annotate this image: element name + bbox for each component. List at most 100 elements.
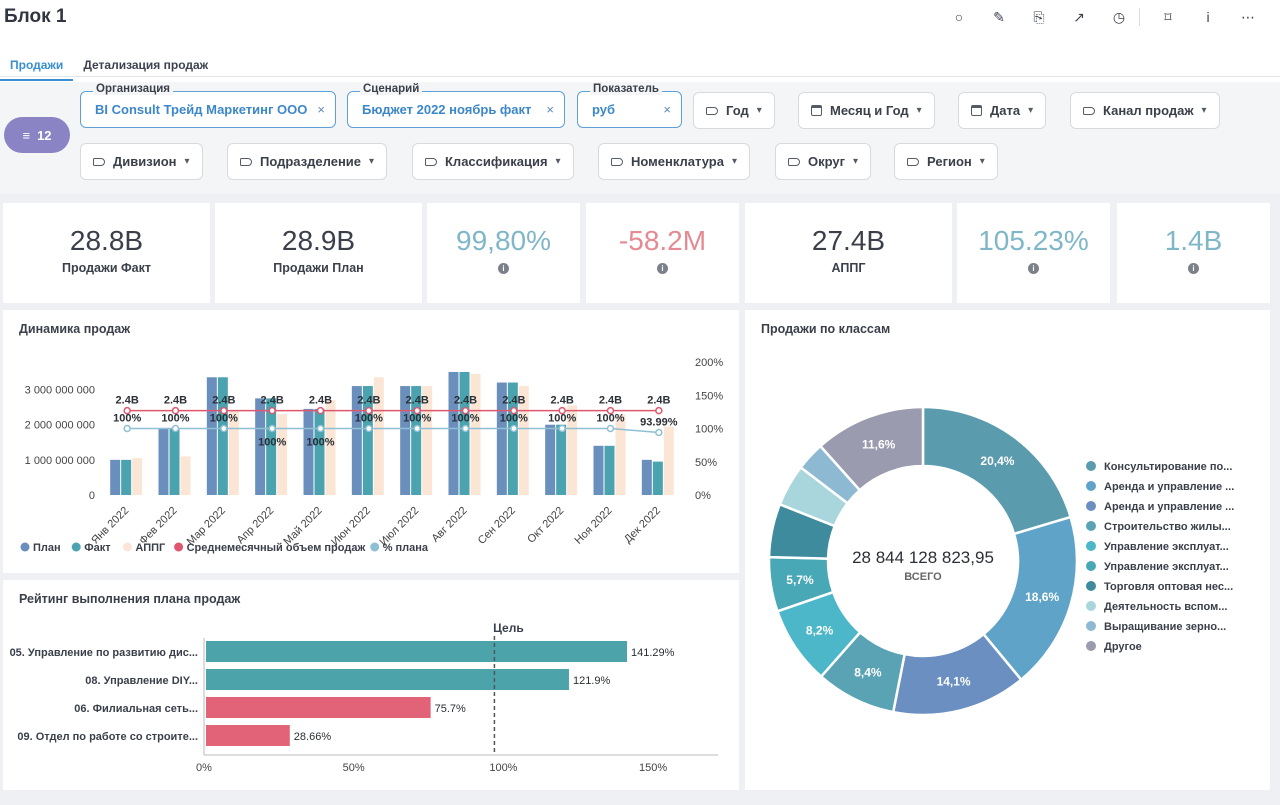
info-icon[interactable]: i — [657, 263, 668, 274]
filter-chip-year[interactable]: Год ▾ — [693, 92, 775, 129]
tag-icon — [907, 157, 919, 166]
filter-indicator[interactable]: Показатель руб × — [577, 83, 682, 128]
data-label: 2.4B — [116, 395, 139, 407]
bar-2 — [470, 373, 481, 495]
line-point — [413, 424, 421, 433]
x-tick-label: Дек 2022 — [622, 505, 663, 546]
filter-chip-division[interactable]: Дивизион ▾ — [80, 143, 203, 180]
bar-category-label: 05. Управление по развитию дис... — [10, 647, 198, 659]
bar-0 — [496, 382, 507, 495]
kpi-value: -58.2M — [618, 225, 707, 256]
bookmark-icon[interactable]: ⌑ — [1164, 8, 1172, 25]
filter-chip-month-year[interactable]: Месяц и Год ▾ — [798, 92, 935, 129]
bar-0 — [351, 386, 362, 495]
info-icon[interactable]: i — [498, 263, 509, 274]
info-icon[interactable]: i — [1206, 9, 1210, 25]
bar-2 — [373, 377, 384, 495]
filter-chip-date[interactable]: Дата ▾ — [958, 92, 1047, 129]
bar-category-label: 09. Отдел по работе со строите... — [17, 731, 198, 743]
bar-0 — [641, 459, 652, 495]
data-label: 93.99% — [640, 416, 678, 428]
chevron-down-icon: ▾ — [916, 105, 922, 116]
line-point — [268, 424, 276, 433]
inbox-icon[interactable]: ⎘ — [1033, 8, 1045, 25]
filter-count-button[interactable]: ≡ 12 — [4, 117, 70, 153]
filter-chip-classification[interactable]: Классификация ▾ — [412, 143, 574, 180]
filter-label: Сценарий — [360, 83, 423, 95]
filter-value: BI Consult Трейд Маркетинг ООО — [95, 102, 308, 117]
bar-2 — [132, 458, 143, 495]
kpi-appg-delta: 1.4B i — [1117, 203, 1270, 303]
bar-2 — [615, 414, 626, 495]
line-point — [510, 406, 518, 415]
info-icon[interactable]: i — [1188, 263, 1199, 274]
share-icon[interactable]: ↗ — [1073, 8, 1085, 25]
filter-chip-nomenclature[interactable]: Номенклатура ▾ — [598, 143, 750, 180]
line-point — [558, 406, 566, 415]
info-icon[interactable]: i — [1028, 263, 1039, 274]
legend-marker — [1086, 521, 1096, 531]
y2-tick-label: 0% — [695, 490, 711, 502]
clear-icon[interactable]: × — [546, 102, 554, 117]
line-point — [606, 406, 615, 415]
chevron-down-icon: ▾ — [184, 156, 190, 167]
target-label: Цель — [493, 621, 524, 635]
legend-marker — [174, 542, 184, 552]
edit-icon[interactable]: ✎ — [993, 8, 1005, 25]
chevron-down-icon: ▾ — [979, 156, 985, 167]
filter-scenario[interactable]: Сценарий Бюджет 2022 ноябрь факт × — [347, 83, 565, 128]
data-label: 2.4B — [212, 395, 235, 407]
bar-1 — [362, 386, 373, 495]
donut-total-label: ВСЕГО — [904, 571, 942, 583]
chip-label: Подразделение — [260, 154, 362, 169]
x-tick-label: Апр 2022 — [235, 505, 277, 547]
page-title: Блок 1 — [4, 6, 67, 27]
chip-label: Номенклатура — [631, 154, 724, 169]
data-label: 100% — [306, 437, 334, 449]
bar-2 — [228, 410, 239, 495]
filter-chip-subdivision[interactable]: Подразделение ▾ — [227, 143, 388, 180]
filter-organization[interactable]: Организация BI Consult Трейд Маркетинг О… — [80, 83, 336, 128]
x-tick-label: Сен 2022 — [476, 505, 518, 547]
line-point — [123, 424, 131, 433]
clear-icon[interactable]: × — [663, 102, 671, 117]
chip-label: Дата — [990, 103, 1021, 118]
sales-by-class-panel: Продажи по классам 20,4% 18,6% 14,1% 8,4% 8,… — [745, 310, 1270, 790]
tab-sales[interactable]: Продажи — [0, 54, 74, 81]
filter-chip-sales-channel[interactable]: Канал продаж ▾ — [1070, 92, 1220, 129]
filter-chip-district[interactable]: Округ ▾ — [775, 143, 872, 180]
line-point — [558, 424, 566, 433]
line-point — [510, 424, 518, 433]
circle-icon[interactable]: ○ — [954, 9, 964, 25]
legend-marker — [1086, 501, 1096, 511]
bar-0 — [158, 428, 169, 495]
data-label: 100% — [113, 413, 141, 425]
kpi-value: 105.23% — [978, 225, 1089, 256]
data-label: 2.4B — [647, 395, 670, 407]
legend-label: Факт — [84, 542, 111, 554]
bar-category-label: 08. Управление DIY... — [85, 675, 198, 687]
kpi-value: 28.9B — [281, 225, 356, 256]
more-icon[interactable]: ⋯ — [1241, 8, 1255, 25]
kpi-caption: Продажи Факт — [62, 261, 151, 275]
legend-label: АППГ — [135, 542, 166, 554]
series-line — [127, 427, 659, 434]
tab-sales-detail[interactable]: Детализация продаж — [83, 58, 209, 72]
legend-label: Аренда и управление ... — [1104, 481, 1234, 493]
filter-chip-region[interactable]: Регион ▾ — [894, 143, 998, 180]
clock-icon[interactable]: ◷ — [1112, 8, 1126, 25]
slice-label: 14,1% — [937, 675, 971, 689]
panel-title: Рейтинг выполнения плана продаж — [19, 592, 241, 606]
legend-marker — [1086, 581, 1096, 591]
slice-label: 8,4% — [854, 666, 882, 680]
x-tick-label: 150% — [639, 762, 667, 774]
line-point — [655, 406, 663, 415]
chevron-down-icon: ▾ — [853, 156, 859, 167]
data-label: 100% — [403, 413, 431, 425]
chevron-down-icon: ▾ — [369, 156, 375, 167]
clear-icon[interactable]: × — [317, 102, 325, 117]
legend-marker — [71, 542, 81, 552]
y-tick-label: 3 000 000 000 — [25, 385, 95, 397]
bar-2 — [325, 400, 336, 495]
line-point — [365, 406, 373, 415]
